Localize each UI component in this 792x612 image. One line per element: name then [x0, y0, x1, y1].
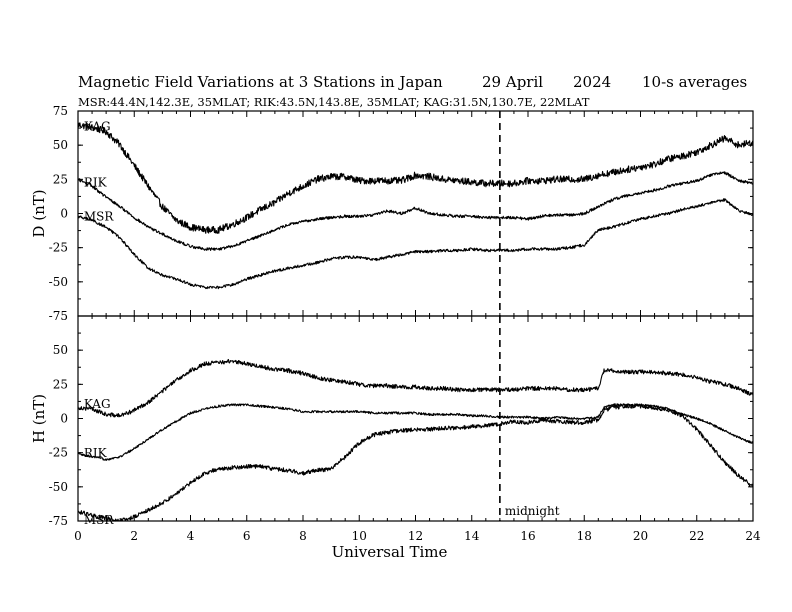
y-tick-label: -50 [49, 275, 68, 289]
x-tick-label: 18 [577, 529, 592, 543]
x-axis-label: Universal Time [332, 543, 448, 561]
y-axis-label: D (nT) [30, 189, 48, 237]
midnight-label: midnight [505, 504, 560, 518]
station-subtitle: MSR:44.4N,142.3E, 35MLAT; RIK:43.5N,143.… [78, 95, 590, 109]
series-label-msr: MSR [84, 210, 115, 224]
series-label-kag: KAG [84, 397, 111, 411]
y-tick-label: 25 [53, 377, 68, 391]
y-tick-label: 75 [53, 104, 68, 118]
y-tick-label: 25 [53, 172, 68, 186]
x-tick-label: 24 [745, 529, 761, 543]
x-tick-label: 4 [187, 529, 195, 543]
y-tick-label: 0 [60, 412, 68, 426]
series-label-rik: RIK [84, 175, 108, 189]
x-tick-label: 2 [130, 529, 138, 543]
x-tick-label: 22 [689, 529, 704, 543]
y-tick-label: -75 [49, 514, 68, 528]
series-label-msr: MSR [84, 513, 115, 527]
x-tick-label: 6 [243, 529, 251, 543]
x-tick-label: 16 [520, 529, 535, 543]
panel-frame [77, 110, 754, 317]
y-tick-label: 50 [53, 343, 68, 357]
series-label-kag: KAG [84, 119, 111, 133]
y-tick-label: -25 [49, 446, 68, 460]
title-main: Magnetic Field Variations at 3 Stations … [78, 73, 443, 91]
series-line-kag [77, 358, 754, 418]
x-tick-label: 14 [464, 529, 480, 543]
title-date: 29 April [482, 73, 544, 91]
series-line-kag [77, 122, 754, 234]
y-tick-label: 50 [53, 138, 68, 152]
series-line-msr [77, 198, 754, 290]
y-tick-label: -50 [49, 480, 68, 494]
series-line-rik [77, 171, 754, 251]
x-tick-label: 20 [633, 529, 648, 543]
series-label-rik: RIK [84, 446, 108, 460]
x-tick-label: 0 [74, 529, 82, 543]
y-axis-label: H (nT) [30, 394, 48, 443]
title-year: 2024 [573, 73, 612, 91]
y-tick-label: -25 [49, 241, 68, 255]
series-line-msr [77, 403, 754, 522]
series-line-rik [77, 403, 754, 461]
y-tick-label: -75 [49, 309, 68, 323]
panel-frame [77, 315, 754, 522]
x-tick-label: 10 [352, 529, 367, 543]
x-tick-label: 12 [408, 529, 423, 543]
title-averaging: 10-s averages [642, 73, 748, 91]
x-tick-label: 8 [299, 529, 307, 543]
y-tick-label: 0 [60, 207, 68, 221]
